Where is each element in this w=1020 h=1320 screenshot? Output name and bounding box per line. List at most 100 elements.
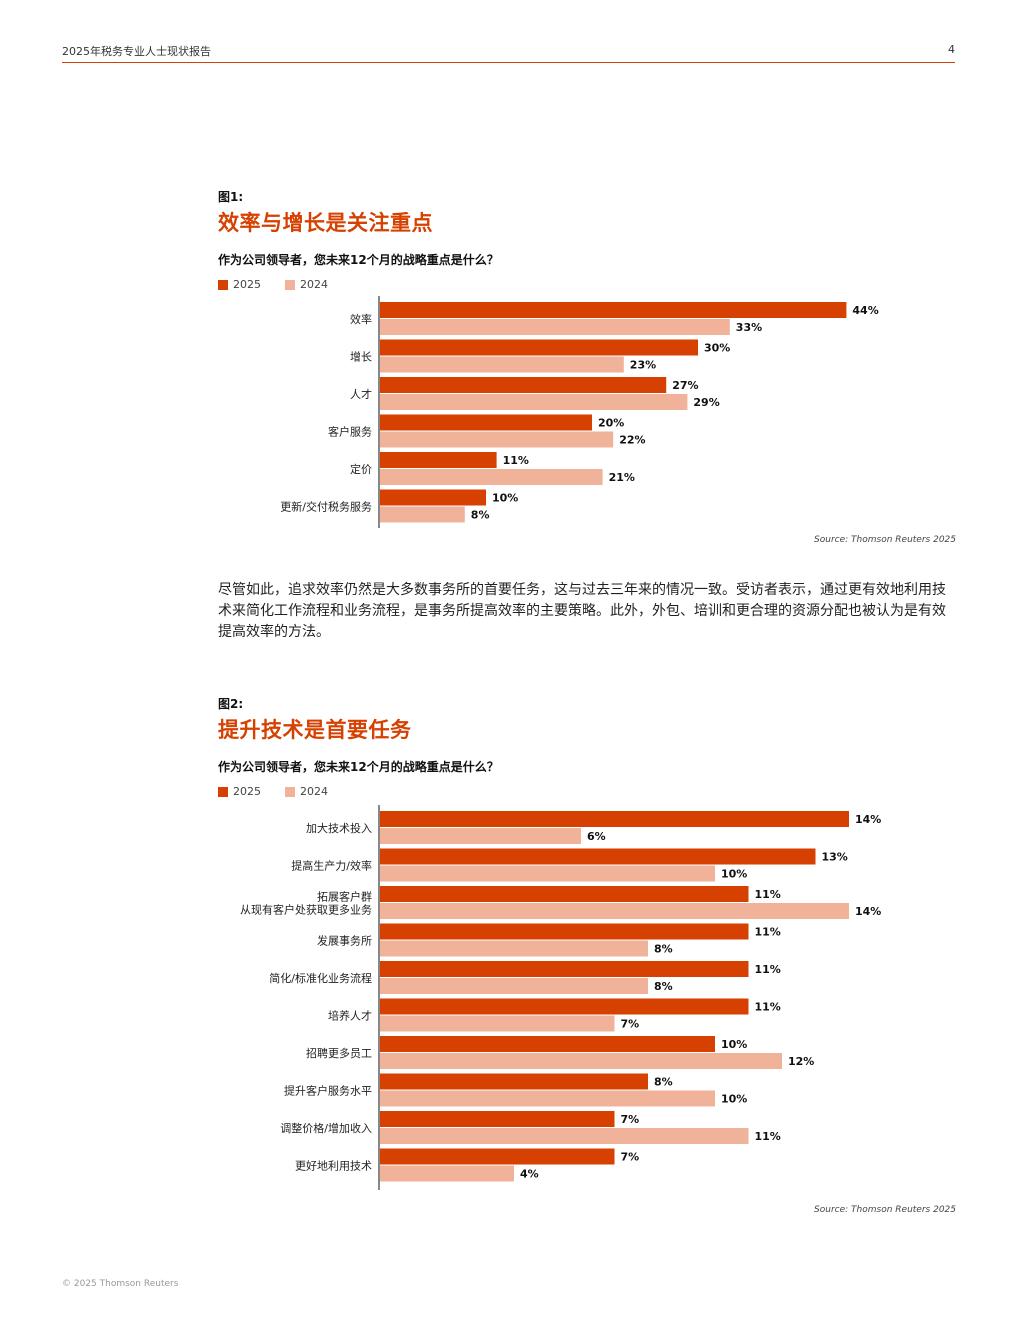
bar-2024-5: [380, 506, 465, 523]
bar-2024-0: [380, 828, 581, 844]
value-label-2024: 8%: [654, 980, 673, 993]
value-label-2024: 7%: [621, 1018, 640, 1031]
chart-source: Source: Thomson Reuters 2025: [814, 535, 956, 545]
category-label: 更新/交付税务服务: [280, 500, 372, 514]
category-label: 客户服务: [328, 425, 372, 439]
value-label-2024: 14%: [855, 905, 881, 918]
legend-swatch-2025: [218, 786, 228, 797]
value-label-2025: 8%: [654, 1076, 673, 1089]
legend-label-2025: 2025: [233, 278, 261, 291]
bar-2025-9: [380, 1148, 615, 1165]
page-header: 2025年税务专业人士现状报告 4: [62, 40, 955, 63]
report-title: 2025年税务专业人士现状报告: [62, 45, 211, 58]
bar-2025-0: [380, 811, 849, 827]
value-label-2025: 7%: [621, 1151, 640, 1164]
figure-question: 作为公司领导者，您未来12个月的战略重点是什么？: [218, 760, 499, 774]
value-label-2024: 23%: [630, 359, 656, 372]
bar-2024-9: [380, 1165, 514, 1182]
category-label: 更好地利用技术: [295, 1159, 372, 1173]
figure-label: 图2:: [218, 697, 244, 711]
bar-2025-2: [380, 886, 749, 902]
chart-source: Source: Thomson Reuters 2025: [814, 1205, 956, 1215]
category-label: 提高生产力/效率: [291, 859, 372, 873]
category-label: 提升客户服务水平: [284, 1084, 372, 1098]
legend-swatch-2024: [285, 786, 295, 797]
category-label: 调整价格/增加收入: [280, 1121, 372, 1135]
body-paragraph: 尽管如此，追求效率仍然是大多数事务所的首要任务，这与过去三年来的情况一致。受访者…: [218, 582, 946, 640]
bar-2025-1: [380, 339, 698, 356]
figure-2: 图2: 提升技术是首要任务 作为公司领导者，您未来12个月的战略重点是什么？ 2…: [218, 695, 956, 1225]
category-label: 增长: [350, 350, 372, 364]
value-label-2025: 14%: [855, 813, 881, 826]
category-label: 简化/标准化业务流程: [269, 971, 372, 985]
legend-swatch-2024: [285, 279, 295, 290]
bar-2025-4: [380, 452, 497, 468]
bar-2024-4: [380, 978, 648, 994]
category-label: 招聘更多员工: [306, 1046, 372, 1060]
bar-2024-2: [380, 903, 849, 919]
footer-copyright: © 2025 Thomson Reuters: [62, 1279, 179, 1289]
bar-2025-8: [380, 1111, 615, 1127]
chart-legend: 2025 2024: [218, 785, 956, 798]
figure-title: 效率与增长是关注重点: [218, 211, 433, 235]
value-label-2025: 10%: [721, 1038, 747, 1051]
bar-2024-3: [380, 940, 648, 957]
bar-2025-5: [380, 489, 486, 506]
figure-title: 提升技术是首要任务: [218, 718, 412, 742]
value-label-2024: 4%: [520, 1168, 539, 1181]
category-label: 拓展客户群: [317, 890, 372, 904]
bar-2024-7: [380, 1090, 715, 1107]
legend-item-2025: 2025: [218, 785, 261, 798]
value-label-2024: 29%: [693, 396, 719, 409]
bar-chart-2: 加大技术投入 14% 6% 提高生产力/效率 13% 10% 拓展客户群从现有客户处获取更多…: [240, 805, 881, 1190]
bar-2024-1: [380, 865, 715, 882]
category-label: 人才: [350, 387, 372, 401]
value-label-2024: 10%: [721, 868, 747, 881]
value-label-2024: 22%: [619, 434, 645, 447]
value-label-2025: 10%: [492, 492, 518, 505]
legend-item-2024: 2024: [285, 785, 328, 798]
bar-2025-4: [380, 961, 749, 977]
value-label-2024: 8%: [654, 943, 673, 956]
value-label-2024: 8%: [471, 509, 490, 522]
figure-1: 图1: 效率与增长是关注重点 作为公司领导者，您未来12个月的战略重点是什么？ …: [218, 188, 956, 558]
bar-2024-8: [380, 1128, 749, 1144]
legend-label-2025: 2025: [233, 785, 261, 798]
category-label: 从现有客户处获取更多业务: [240, 903, 372, 917]
bar-2024-6: [380, 1053, 782, 1069]
legend-swatch-2025: [218, 279, 228, 290]
value-label-2025: 11%: [755, 926, 781, 939]
value-label-2024: 11%: [755, 1130, 781, 1143]
bar-2024-5: [380, 1015, 615, 1032]
category-label: 发展事务所: [317, 934, 372, 948]
bar-2025-5: [380, 998, 749, 1015]
figure-question: 作为公司领导者，您未来12个月的战略重点是什么？: [218, 253, 499, 267]
value-label-2025: 11%: [755, 963, 781, 976]
value-label-2025: 13%: [822, 851, 848, 864]
value-label-2025: 11%: [503, 454, 529, 467]
value-label-2024: 33%: [736, 321, 762, 334]
bar-2024-2: [380, 394, 688, 410]
bar-2025-3: [380, 923, 749, 940]
legend-item-2024: 2024: [285, 278, 328, 291]
page-number: 4: [948, 43, 955, 56]
value-label-2024: 12%: [788, 1055, 814, 1068]
bar-2025-6: [380, 1036, 715, 1052]
value-label-2025: 20%: [598, 417, 624, 430]
value-label-2025: 30%: [704, 342, 730, 355]
bar-2024-1: [380, 356, 624, 373]
bar-chart-1: 效率 44% 33% 增长 30% 23% 人才 27% 29% 客户服务 20% 22% 定价 11% 2…: [280, 296, 879, 528]
category-label: 加大技术投入: [306, 821, 372, 835]
bar-2025-3: [380, 414, 592, 431]
bar-2025-1: [380, 848, 816, 865]
legend-label-2024: 2024: [300, 278, 328, 291]
bar-2024-0: [380, 319, 730, 335]
value-label-2025: 27%: [672, 379, 698, 392]
category-label: 定价: [350, 462, 372, 476]
value-label-2024: 10%: [721, 1093, 747, 1106]
value-label-2025: 44%: [852, 304, 878, 317]
value-label-2025: 11%: [755, 1001, 781, 1014]
value-label-2025: 7%: [621, 1113, 640, 1126]
bar-2024-3: [380, 431, 614, 448]
value-label-2024: 6%: [587, 830, 606, 843]
